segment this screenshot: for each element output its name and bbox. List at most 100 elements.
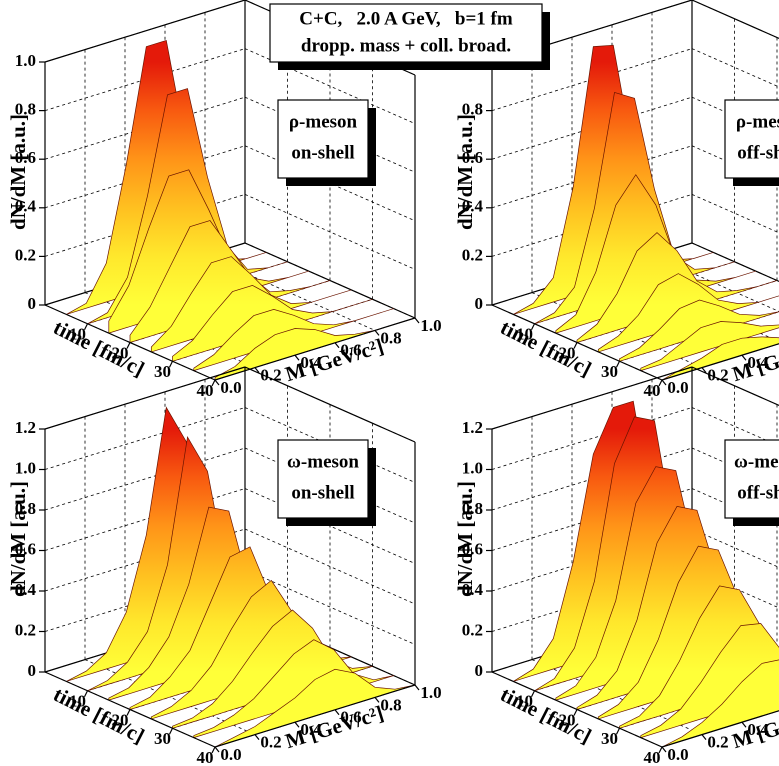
- z-tick-label: 0.4: [462, 580, 484, 599]
- mass-tick-label: 0.0: [220, 745, 241, 764]
- mass-tick: [661, 746, 667, 753]
- annotation-text: ω-meson: [287, 451, 359, 472]
- mass-tick-label: 0.4: [300, 353, 322, 372]
- time-tick-label: 20: [112, 710, 129, 729]
- z-tick-label: 0: [475, 294, 484, 313]
- mass-tick-label: 0.2: [260, 733, 281, 752]
- annotation-text: ρ-meson: [289, 111, 358, 132]
- mass-tick-label: 0.0: [667, 378, 688, 397]
- mass-tick-label: 0.2: [260, 366, 281, 385]
- z-tick-label: 1.0: [462, 458, 483, 477]
- time-tick: [615, 727, 621, 735]
- wall-edge: [44, 366, 246, 430]
- z-tick-label: 1.2: [462, 418, 483, 437]
- mass-tick-label: 1.0: [420, 316, 441, 335]
- mass-tick: [294, 354, 300, 361]
- time-tick-label: 40: [197, 381, 214, 400]
- time-tick-label: 30: [154, 729, 171, 748]
- mass-tick: [374, 697, 380, 703]
- annotation-text: off-shell: [737, 482, 779, 503]
- mass-tick: [334, 342, 340, 349]
- z-tick-label: 0: [475, 661, 484, 680]
- surface-slice: [193, 639, 394, 739]
- z-tick-label: 0.4: [15, 197, 37, 216]
- time-tick-label: 20: [559, 710, 576, 729]
- mass-tick-label: 0.0: [220, 378, 241, 397]
- annotation-text: off-shell: [737, 142, 779, 163]
- mass-tick: [214, 746, 220, 753]
- grid-line: [491, 407, 693, 470]
- time-tick-label: 30: [154, 362, 171, 381]
- mass-tick-label: 0.8: [380, 328, 401, 347]
- mass-tick-label: 0.6: [340, 341, 361, 360]
- mass-tick-label: 0.4: [747, 720, 769, 739]
- surface-slice: [619, 585, 779, 729]
- z-tick-label: 1.0: [15, 51, 36, 70]
- time-tick: [83, 323, 89, 331]
- mass-tick: [294, 721, 300, 728]
- mass-tick: [214, 379, 220, 386]
- wall-edge: [491, 366, 693, 430]
- z-tick-label: 0.8: [15, 499, 36, 518]
- mass-tick: [741, 721, 747, 728]
- z-tick-label: 0.2: [462, 620, 483, 639]
- wall-edge: [691, 0, 779, 40]
- time-tick: [211, 379, 216, 387]
- z-tick-label: 0.6: [462, 148, 483, 167]
- time-tick: [168, 360, 174, 368]
- wall-edge: [244, 366, 416, 443]
- wall-edge: [44, 0, 246, 63]
- z-tick-label: 0.2: [15, 620, 36, 639]
- time-tick-label: 40: [644, 381, 661, 400]
- time-tick-label: 20: [112, 343, 129, 362]
- time-tick: [83, 690, 89, 698]
- mass-axis: [214, 317, 416, 381]
- mass-tick-label: 0.0: [667, 745, 688, 764]
- z-tick-label: 0.8: [462, 100, 483, 119]
- z-tick-label: 0.8: [462, 499, 483, 518]
- mass-axis: [214, 684, 416, 748]
- grid-line: [44, 407, 246, 470]
- time-tick: [126, 342, 131, 349]
- time-tick: [573, 709, 578, 716]
- time-tick-label: 30: [601, 729, 618, 748]
- mass-tick: [414, 684, 420, 691]
- mass-axis: [661, 710, 779, 748]
- time-tick-label: 10: [516, 325, 533, 344]
- annotation-text: on-shell: [291, 482, 354, 503]
- mass-tick-label: 0.2: [707, 366, 728, 385]
- time-tick-label: 10: [69, 325, 86, 344]
- mass-axis: [661, 343, 779, 381]
- z-tick-label: 0.6: [15, 539, 36, 558]
- time-tick-label: 10: [69, 692, 86, 711]
- z-tick-label: 0: [28, 294, 37, 313]
- grid-line: [244, 569, 416, 645]
- z-tick-label: 0.4: [15, 580, 37, 599]
- title-line: C+C, 2.0 A GeV, b=1 fm: [299, 8, 513, 29]
- grid-line: [691, 0, 779, 39]
- time-tick-label: 10: [516, 692, 533, 711]
- annotation-box: [277, 439, 369, 519]
- time-tick-label: 40: [644, 748, 661, 766]
- mass-tick: [254, 367, 260, 373]
- surface-slice: [640, 623, 779, 739]
- time-tick-label: 30: [601, 362, 618, 381]
- time-tick-label: 40: [197, 748, 214, 766]
- time-tick: [658, 379, 663, 387]
- z-tick-label: 0.6: [462, 539, 483, 558]
- annotation-text: ρ-meson: [736, 111, 779, 132]
- mass-tick: [701, 367, 707, 373]
- title-box: [269, 3, 543, 63]
- time-tick: [211, 746, 216, 754]
- mass-tick-label: 0.8: [380, 695, 401, 714]
- time-tick: [168, 727, 174, 735]
- time-tick: [615, 360, 621, 368]
- mass-tick-label: 0.6: [340, 708, 361, 727]
- z-tick-label: 1.0: [15, 458, 36, 477]
- mass-tick: [334, 709, 340, 716]
- annotation-box: [277, 99, 369, 179]
- z-axis-label: dN/dM [a.u.]: [6, 481, 30, 597]
- z-tick-label: 0.2: [15, 245, 36, 264]
- mass-tick: [661, 379, 667, 386]
